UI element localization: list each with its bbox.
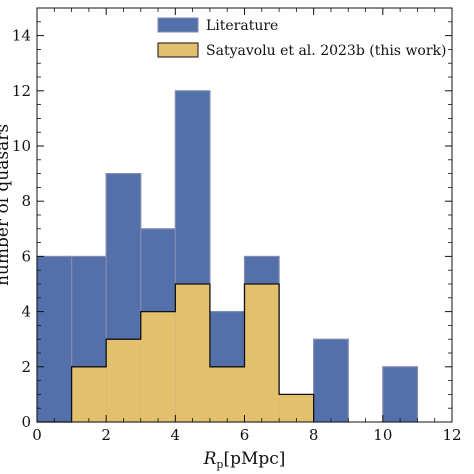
x-tick-label: 12 [442, 426, 461, 444]
tick-labels: 0 2 4 6 8 10 12 0 2 4 6 8 10 12 14 [12, 27, 462, 444]
y-tick-label: 0 [21, 413, 31, 431]
x-tick-label: 0 [32, 426, 42, 444]
legend: Literature Satyavolu et al. 2023b (this … [157, 17, 447, 59]
legend-swatch-literature [157, 17, 199, 33]
x-axis-label: Rp[pMpc] [203, 449, 286, 471]
y-tick-label: 6 [21, 247, 31, 265]
x-tick-label: 10 [373, 426, 392, 444]
this-work-bar-2 [106, 339, 141, 422]
this-work-outline-path [37, 283, 315, 423]
this-work-bar-4 [175, 284, 210, 422]
y-axis-label: number of quasars [0, 124, 13, 286]
this-work-bar-3 [140, 311, 176, 422]
this-work-bar-6 [244, 284, 280, 422]
y-tick-label: 10 [12, 137, 31, 155]
y-tick-label: 12 [12, 82, 31, 100]
this-work-bars [71, 284, 314, 422]
x-axis-label-unit: [pMpc] [223, 449, 285, 469]
x-tick-label: 4 [171, 426, 181, 444]
x-axis-label-sub: p [216, 458, 223, 471]
literature-bar-8 [313, 338, 349, 423]
legend-label-this-work: Satyavolu et al. 2023b (this work) [206, 43, 447, 59]
y-tick-label: 8 [21, 192, 31, 210]
y-tick-label: 4 [21, 303, 31, 321]
x-axis-label-main: R [203, 449, 217, 469]
axis-ticks [36, 7, 453, 423]
x-tick-label: 6 [240, 426, 250, 444]
x-tick-label: 2 [101, 426, 111, 444]
literature-bar-10 [382, 366, 419, 423]
this-work-bar-1 [71, 366, 107, 422]
legend-swatch-this-work [157, 42, 199, 58]
x-tick-label: 8 [309, 426, 319, 444]
literature-bar-0 [36, 255, 73, 423]
y-tick-label: 2 [21, 358, 31, 376]
this-work-bar-5 [209, 366, 245, 422]
y-tick-label: 14 [12, 27, 31, 45]
this-work-bar-7 [279, 394, 314, 422]
legend-label-literature: Literature [206, 18, 278, 34]
this-work-step-outline [37, 283, 315, 423]
